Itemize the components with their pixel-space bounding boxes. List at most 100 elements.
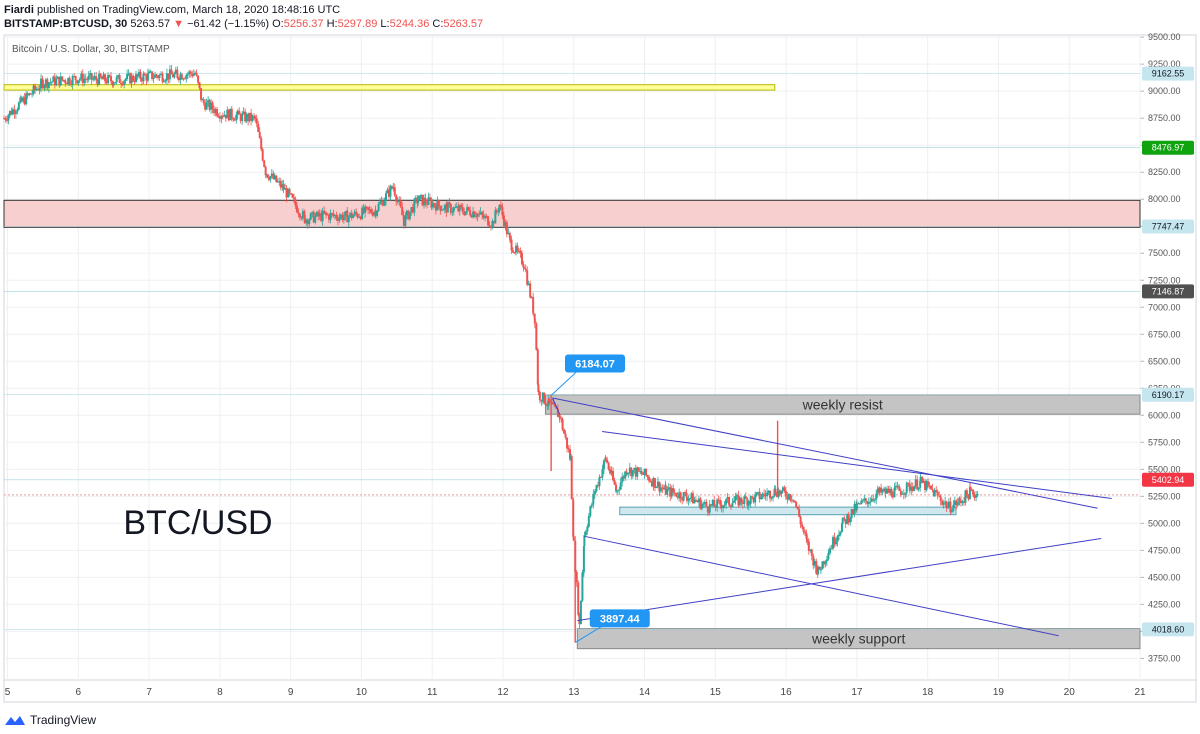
- candle-body: [328, 214, 331, 220]
- candle-body: [484, 216, 487, 219]
- candle-body: [772, 496, 775, 498]
- candle-body: [414, 197, 417, 200]
- candle-body: [881, 490, 884, 493]
- footer-brand[interactable]: TradingView: [30, 713, 97, 727]
- chart-watermark: BTC/USD: [123, 504, 272, 542]
- candle-body: [460, 205, 463, 208]
- candle-body: [579, 600, 582, 625]
- candle-body: [132, 75, 135, 81]
- candle-body: [62, 80, 65, 82]
- red-zone: [3, 199, 1141, 228]
- candle-body: [529, 283, 532, 298]
- candle-body: [700, 504, 703, 509]
- candle-body: [117, 75, 120, 78]
- candle-body: [376, 211, 379, 216]
- candle-body: [81, 73, 84, 84]
- candle-body: [368, 209, 371, 211]
- candle-body: [127, 73, 130, 75]
- candle-body: [732, 500, 735, 503]
- candle-body: [645, 468, 648, 476]
- candle-body: [34, 85, 37, 90]
- candle-body: [646, 475, 649, 478]
- candle-body: [467, 207, 470, 211]
- candle-body: [717, 499, 720, 501]
- y-tick-label: 4750.00: [1148, 545, 1181, 555]
- candle-body: [769, 490, 772, 499]
- candle-body: [244, 111, 247, 122]
- candle-body: [270, 173, 273, 177]
- candle-body: [494, 210, 497, 224]
- author-name[interactable]: Fiardi: [4, 4, 34, 16]
- candle-body: [767, 490, 770, 493]
- candle-body: [111, 81, 114, 86]
- candle-body: [485, 216, 488, 218]
- y-tick-label: 7500.00: [1148, 248, 1181, 258]
- candle-body: [410, 207, 413, 212]
- candle-body: [681, 498, 684, 501]
- candle-body: [96, 79, 99, 85]
- candle-body: [264, 166, 267, 176]
- candle-body: [722, 505, 725, 509]
- candle-body: [364, 206, 367, 214]
- candle-body: [741, 502, 744, 504]
- candle-body: [396, 201, 399, 203]
- candle-body: [578, 614, 581, 625]
- tradingview-logo-icon[interactable]: [4, 714, 26, 726]
- candle-body: [232, 118, 235, 120]
- candle-body: [488, 225, 491, 227]
- candle-body: [550, 402, 553, 405]
- y-tick-label: 7250.00: [1148, 275, 1181, 285]
- candle-body: [413, 199, 416, 213]
- candle-body: [298, 213, 301, 218]
- candle-body: [679, 492, 682, 499]
- trendline: [602, 431, 1112, 499]
- price-label-box: [1142, 66, 1194, 81]
- candle-body: [533, 318, 536, 324]
- candle-body: [339, 214, 342, 218]
- candle-body: [325, 212, 328, 215]
- candle-body: [221, 116, 224, 118]
- candle-body: [56, 76, 59, 79]
- candle-body: [860, 500, 863, 504]
- candle-body: [168, 69, 171, 80]
- candle-body: [606, 459, 609, 463]
- candle-body: [491, 221, 494, 227]
- candle-body: [92, 78, 95, 80]
- candle-body: [933, 490, 936, 497]
- candle-body: [188, 71, 191, 75]
- candle-body: [269, 176, 272, 180]
- candle-body: [428, 197, 431, 200]
- candle-body: [124, 79, 127, 81]
- candle-body: [341, 214, 344, 221]
- candle-body: [130, 75, 133, 84]
- candle-body: [384, 193, 387, 201]
- candle-body: [849, 518, 852, 523]
- candle-body: [570, 456, 573, 500]
- candle-body: [23, 97, 26, 105]
- candle-body: [216, 109, 219, 116]
- price-label-box: [1142, 387, 1194, 402]
- close-label: C:: [432, 18, 444, 30]
- candle-body: [662, 488, 665, 490]
- candle-body: [358, 216, 361, 218]
- candle-body: [19, 97, 22, 103]
- candle-body: [164, 80, 167, 82]
- candle-body: [653, 478, 656, 488]
- candle-body: [590, 504, 593, 507]
- candle-body: [83, 78, 86, 84]
- candle-body: [502, 215, 505, 227]
- candle-body: [46, 79, 49, 88]
- candle-body: [318, 213, 321, 217]
- candle-body: [349, 212, 352, 217]
- candle-body: [658, 481, 661, 492]
- candle-body: [818, 566, 821, 570]
- candle-body: [925, 481, 928, 491]
- candle-body: [439, 205, 442, 211]
- candle-body: [841, 517, 844, 524]
- candle-body: [908, 483, 911, 491]
- candle-body: [827, 553, 830, 560]
- candle-body: [839, 532, 842, 535]
- candle-body: [540, 399, 543, 402]
- candle-body: [145, 75, 148, 81]
